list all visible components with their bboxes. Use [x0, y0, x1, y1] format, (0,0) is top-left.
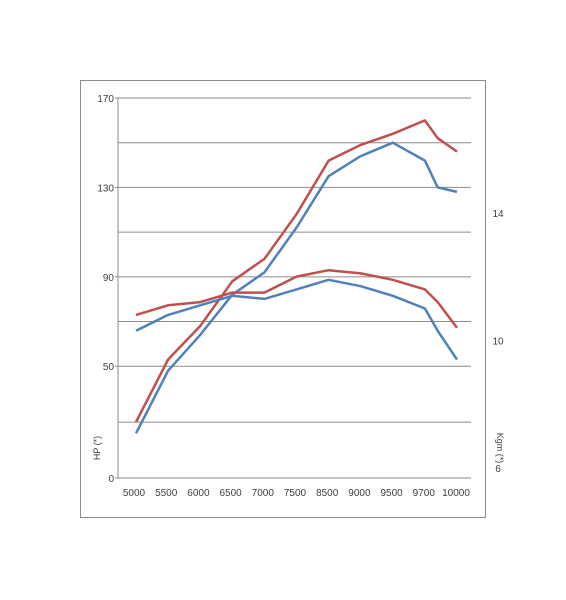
x-tick-label: 6500	[219, 488, 242, 499]
series-line-3	[135, 268, 458, 329]
y-axis-left-ticks: 0 50 90 130 170	[97, 94, 118, 485]
chart-frame	[80, 80, 486, 518]
x-tick-label: 8500	[316, 488, 339, 499]
x-tick-label: 7000	[252, 488, 275, 499]
series-line-4	[135, 278, 459, 361]
y-left-tick-label: 90	[103, 273, 115, 284]
x-tick-label: 6000	[187, 488, 210, 499]
series-line-2	[134, 141, 458, 434]
y-left-tick-label: 0	[108, 474, 114, 485]
y-left-tick-label: 130	[97, 183, 114, 194]
x-tick-label: 9700	[413, 488, 436, 499]
x-tick-label: 10000	[442, 488, 470, 499]
y-right-tick-label: 10	[492, 336, 504, 347]
y-axis-left-label: HP (*)	[92, 436, 102, 460]
x-tick-label: 9000	[348, 488, 371, 499]
x-tick-label: 5000	[123, 488, 146, 499]
x-axis-ticks: 5000 5500 6000 6500 7000 7500 8500 9000 9500 9700…	[123, 488, 470, 499]
series-line-1	[134, 119, 458, 423]
gridlines	[117, 97, 471, 479]
x-tick-label: 9500	[380, 488, 403, 499]
y-right-tick-label: 6	[495, 464, 501, 475]
y-axis-right-label: Kgm (*)	[495, 433, 505, 464]
series-lines	[134, 119, 459, 434]
x-tick-label: 5500	[155, 488, 178, 499]
y-right-tick-label: 14	[492, 209, 504, 220]
y-left-tick-label: 170	[97, 94, 114, 105]
y-left-tick-label: 50	[103, 362, 115, 373]
x-tick-label: 7500	[284, 488, 307, 499]
y-axis-right-ticks: 6 10 14	[492, 209, 504, 475]
